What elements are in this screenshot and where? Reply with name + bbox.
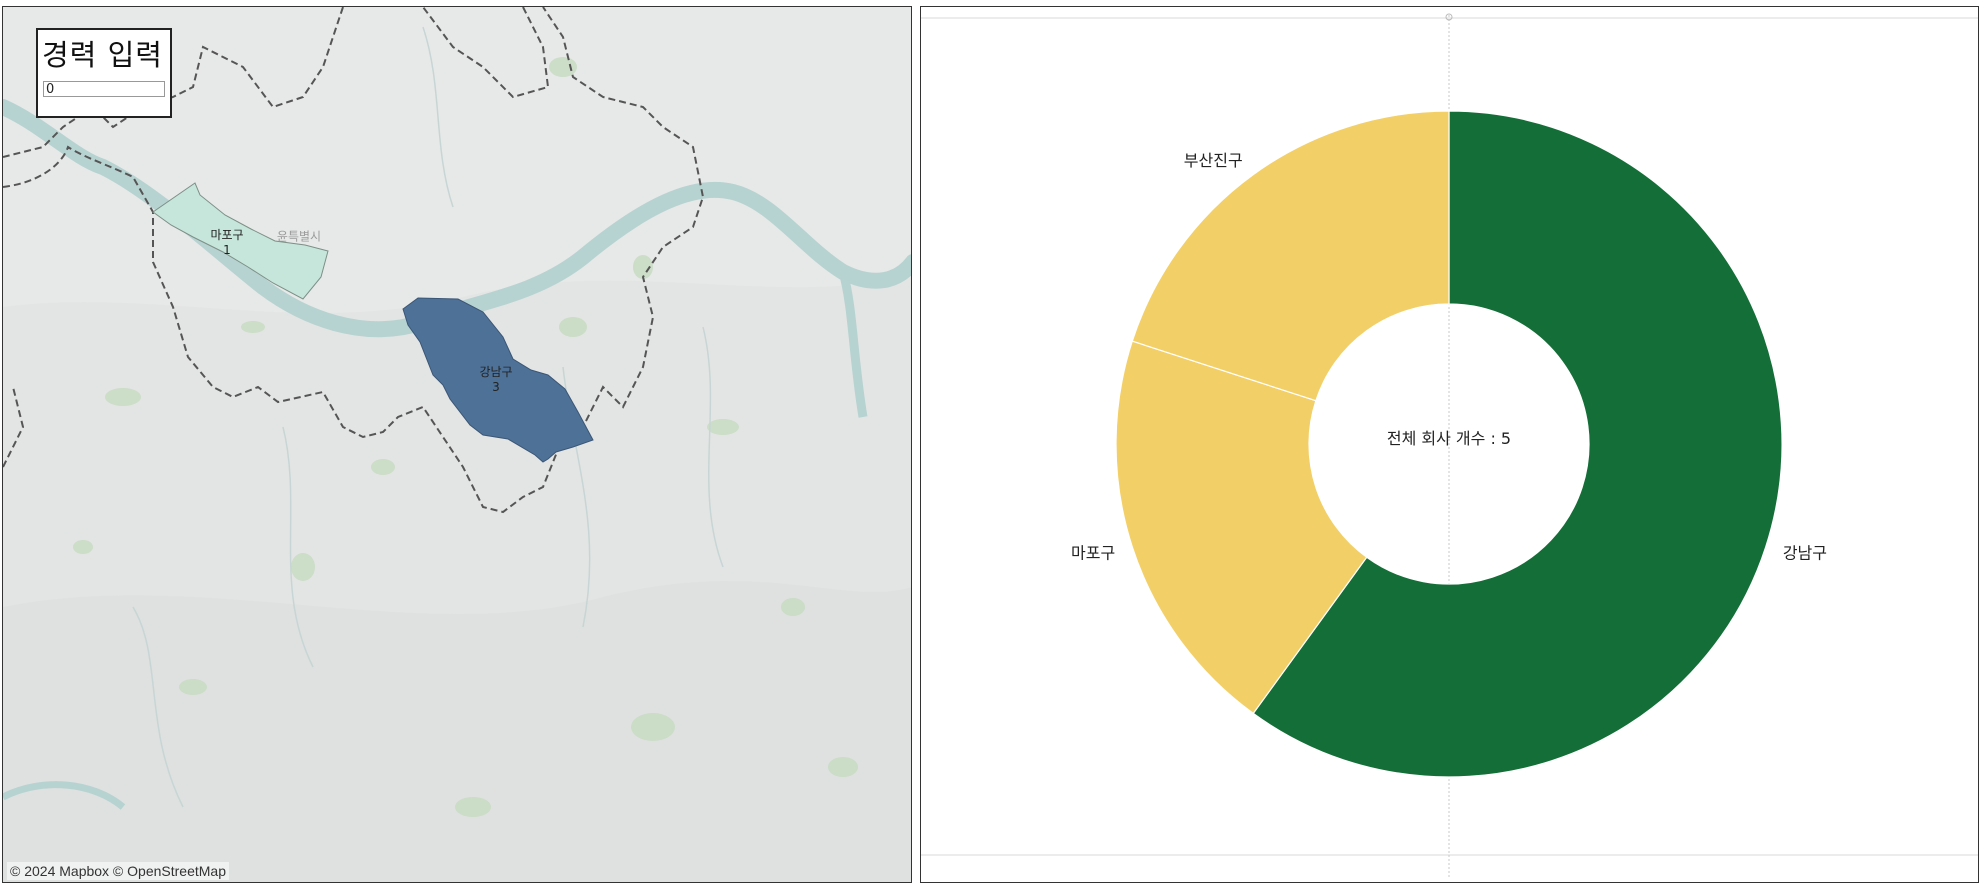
- region-name-mapo: 마포구: [210, 228, 244, 242]
- region-gangnam[interactable]: [402, 297, 594, 463]
- park-areas: [73, 57, 858, 817]
- map-view[interactable]: 마포구 1 윤특별시 강남구 3 경력 입력 © 2024 Mapbox © O…: [2, 6, 912, 883]
- map-attribution[interactable]: © 2024 Mapbox © OpenStreetMap: [7, 862, 229, 880]
- donut-chart-panel: 강남구 마포구 부산진구 전체 회사 개수 : 5: [920, 6, 1979, 883]
- region-mapo[interactable]: [152, 182, 329, 300]
- region-label-gangnam: 강남구 3: [479, 365, 512, 395]
- career-input[interactable]: [43, 81, 165, 97]
- donut-chart: 강남구 마포구 부산진구 전체 회사 개수 : 5: [921, 13, 1978, 877]
- donut-slice[interactable]: [1252, 110, 1783, 778]
- slice-label: 강남구: [1783, 543, 1827, 562]
- han-river: [3, 99, 911, 338]
- city-boundary: [3, 7, 705, 514]
- slice-label: 부산진구: [1184, 151, 1243, 170]
- map-canvas[interactable]: [3, 7, 912, 883]
- region-name-gangnam: 강남구: [479, 365, 513, 379]
- place-label-city: 윤특별시: [276, 229, 322, 244]
- region-label-mapo: 마포구 1: [210, 228, 243, 258]
- slice-label: 마포구: [1071, 543, 1115, 562]
- parameter-control: 경력 입력: [36, 28, 172, 118]
- ref-marker: [1445, 13, 1453, 21]
- region-count-gangnam: 3: [492, 380, 500, 394]
- parameter-title: 경력 입력: [42, 38, 163, 72]
- donut-slice[interactable]: [1131, 110, 1450, 402]
- donut-slice[interactable]: [1115, 340, 1368, 715]
- region-count-mapo: 1: [223, 243, 231, 257]
- center-label: 전체 회사 개수 : 5: [1387, 429, 1511, 448]
